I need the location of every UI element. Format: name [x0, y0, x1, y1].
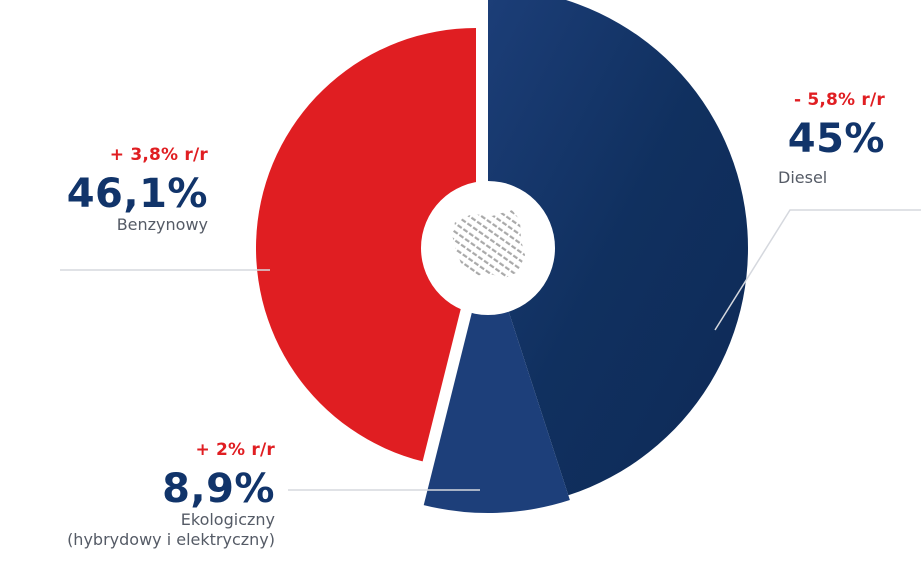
change-benzynowy: + 3,8% r/r	[109, 145, 208, 165]
label-benzynowy: + 3,8% r/r 46,1% Benzynowy	[40, 145, 208, 235]
label-ekologiczny: + 2% r/r 8,9% Ekologiczny (hybrydowy i e…	[0, 440, 275, 550]
label-diesel: - 5,8% r/r 45%	[760, 90, 885, 160]
change-ekologiczny: + 2% r/r	[195, 440, 275, 460]
value-ekologiczny: 8,9%	[162, 466, 275, 512]
value-diesel: 45%	[787, 116, 885, 162]
pie-slice-eco	[423, 248, 570, 513]
value-benzynowy: 46,1%	[66, 171, 208, 217]
leader-line-diesel	[714, 209, 921, 331]
name-benzynowy: Benzynowy	[116, 215, 208, 234]
change-diesel: - 5,8% r/r	[793, 90, 885, 110]
pie-slice-benzyna	[256, 28, 476, 462]
pie-slices	[256, 0, 748, 513]
poland-map-icon	[452, 210, 525, 278]
label-diesel-name: Diesel	[778, 168, 878, 188]
name-ekologiczny: Ekologiczny	[180, 510, 275, 529]
pie-slice-diesel	[488, 0, 748, 496]
name-ekologiczny-detail: (hybrydowy i elektryczny)	[67, 530, 275, 549]
name-diesel: Diesel	[778, 168, 828, 187]
leader-lines	[60, 209, 921, 491]
